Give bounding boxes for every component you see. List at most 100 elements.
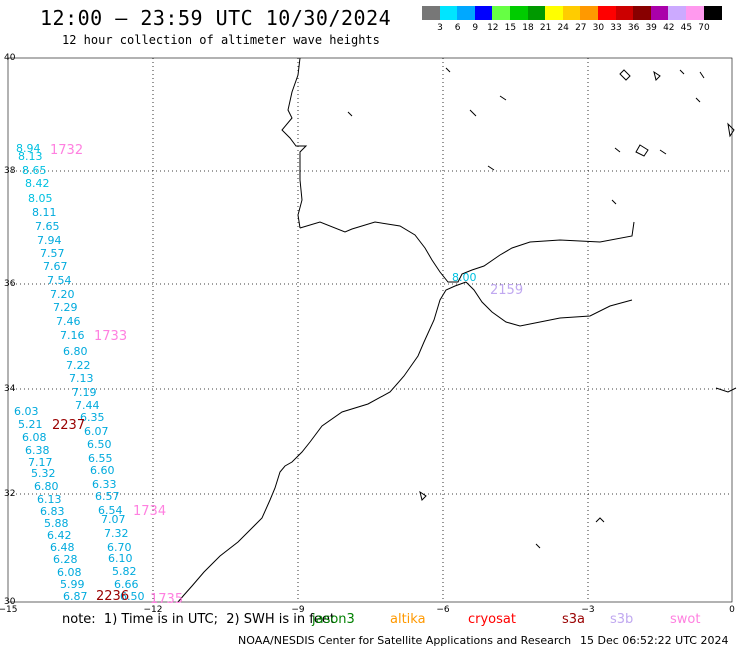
legend-label: 45 (680, 23, 693, 33)
lat-tick-label: 38 (4, 166, 16, 176)
wave-height-label: 5.21 (18, 418, 43, 431)
lon-tick-label: −9 (291, 605, 305, 615)
legend-swatch (457, 6, 476, 20)
legend-label: 39 (645, 23, 657, 33)
pass-time-labels: 1732 1733 1734 1735 2237 2236 2159 (50, 143, 523, 607)
wave-height-label: 7.46 (56, 315, 81, 328)
wave-height-label: 6.38 (25, 444, 50, 457)
wave-height-label: 6.87 (63, 590, 88, 603)
coastline (177, 57, 737, 603)
wave-height-label: 6.10 (108, 552, 133, 565)
legend-label: 6 (454, 23, 461, 33)
legend-swatch (562, 6, 581, 20)
wave-height-label: 7.54 (47, 274, 72, 287)
legend-swatch (492, 6, 511, 20)
wave-height-label: 7.16 (60, 329, 85, 342)
legend-label: 18 (522, 23, 534, 33)
pass-time-label: 1735 (150, 592, 183, 607)
wave-height-label: 6.57 (95, 490, 120, 503)
lat-tick-label: 36 (4, 279, 16, 289)
legend-label: 30 (592, 23, 605, 33)
map-title: 12:00 – 23:59 UTC 10/30/2024 (40, 6, 392, 30)
legend-swatch (580, 6, 599, 20)
longitude-labels: −15 −12 −9 −6 −3 0 (0, 605, 735, 615)
wave-height-label: 7.67 (43, 260, 68, 273)
wave-height-label: 7.32 (104, 527, 129, 540)
wave-height-label: 5.82 (112, 565, 137, 578)
legend-label: 24 (557, 23, 569, 33)
legend-swatch (527, 6, 546, 20)
wave-height-label: 6.42 (47, 529, 72, 542)
wave-height-label: 6.13 (37, 493, 62, 506)
lon-tick-label: 0 (729, 605, 735, 615)
legend-label: 12 (487, 23, 499, 33)
pass-time-label: 2237 (52, 418, 85, 433)
satellite-legend-item: cryosat (468, 612, 516, 627)
legend-swatch (545, 6, 564, 20)
wave-height-label: 6.60 (90, 464, 115, 477)
map-subtitle: 12 hour collection of altimeter wave hei… (62, 33, 380, 47)
wave-height-label: 5.99 (60, 578, 85, 591)
wave-height-label: 6.55 (88, 452, 113, 465)
wave-height-label: 7.22 (66, 359, 91, 372)
altimeter-tracks: 8.948.138.658.42 8.058.117.657.947.577.67… (14, 142, 477, 603)
wave-height-label: 6.33 (92, 478, 117, 491)
footer-note: note: 1) Time is in UTC; 2) SWH is in fe… (62, 612, 335, 627)
wave-height-label: 6.03 (14, 405, 39, 418)
legend-label: 3 (437, 23, 443, 33)
wave-height-label: 8.13 (18, 150, 43, 163)
wave-height-label: 6.08 (22, 431, 47, 444)
wave-height-label: 7.07 (101, 513, 126, 526)
legend-swatch (474, 6, 493, 20)
lat-tick-label: 34 (4, 384, 16, 394)
wave-height-label: 8.65 (22, 164, 47, 177)
graticule (8, 58, 732, 602)
wave-height-label: 6.66 (114, 578, 139, 591)
satellite-legend-item: swot (670, 612, 701, 627)
legend-swatch (598, 6, 616, 20)
wave-height-label: 6.54 (98, 504, 123, 517)
wave-height-label: 7.65 (35, 220, 60, 233)
lon-tick-label: −6 (436, 605, 450, 615)
legend-swatch (668, 6, 687, 20)
lat-tick-label: 40 (4, 53, 16, 63)
legend-swatch (439, 6, 458, 20)
satellite-legend-item: jason3 (312, 612, 355, 627)
wave-height-label: 8.00 (452, 271, 477, 284)
wave-height-label: 7.19 (72, 386, 97, 399)
wave-height-label: 6.50 (87, 438, 112, 451)
pass-time-label: 2159 (490, 283, 523, 298)
legend-label: 9 (472, 23, 479, 33)
wave-height-label: 6.80 (34, 480, 59, 493)
wave-height-label: 7.17 (28, 456, 53, 469)
legend-swatch (510, 6, 528, 20)
legend-swatch (633, 6, 652, 20)
wave-height-label: 5.32 (31, 467, 56, 480)
satellite-legend-item: s3b (610, 612, 634, 627)
wave-height-label: 6.07 (84, 425, 109, 438)
wave-height-label: 6.08 (57, 566, 82, 579)
wave-height-label: 7.57 (40, 247, 65, 260)
pass-time-label: 2236 (96, 589, 129, 604)
map-border (7, 57, 733, 603)
legend-swatch (703, 6, 722, 20)
wave-height-label: 8.94 (16, 142, 41, 155)
legend-swatch (615, 6, 634, 20)
legend-label: 21 (539, 23, 552, 33)
wave-height-label: 8.42 (25, 177, 50, 190)
legend-label: 15 (504, 23, 517, 33)
satellite-legend-item: altika (390, 612, 426, 627)
pass-time-label: 1733 (94, 329, 127, 344)
pass-time-label: 1734 (133, 504, 166, 519)
wave-height-label: 7.94 (37, 234, 62, 247)
wave-height-label: 5.88 (44, 517, 69, 530)
wave-height-label: 8.11 (32, 206, 57, 219)
legend-label: 27 (575, 23, 587, 33)
wave-height-label: 7.20 (50, 288, 75, 301)
lon-tick-label: −15 (0, 605, 18, 615)
wave-height-label: 6.80 (63, 345, 88, 358)
legend-swatch (650, 6, 669, 20)
wave-height-label: 6.70 (107, 541, 132, 554)
legend-label: 36 (627, 23, 640, 33)
